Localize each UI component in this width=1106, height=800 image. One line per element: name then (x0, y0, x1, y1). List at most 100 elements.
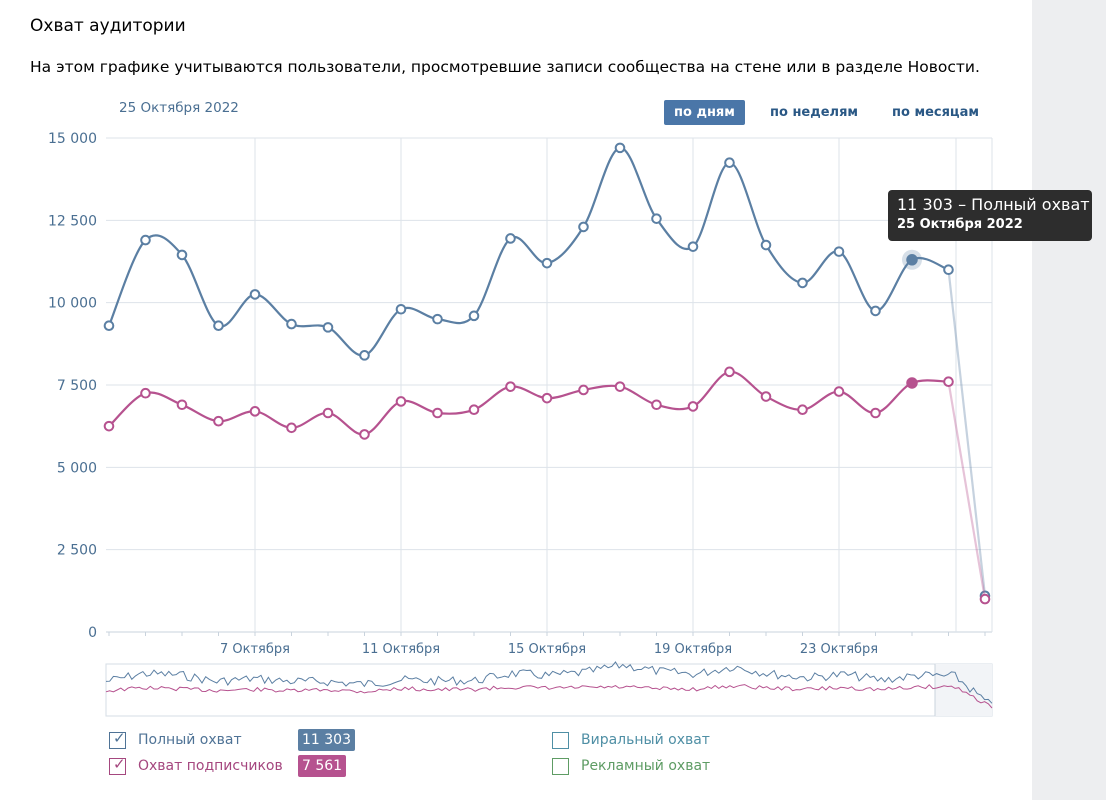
legend-subscribers-reach[interactable]: ✓ Охват подписчиков (109, 756, 283, 776)
full-reach-point (103, 320, 115, 332)
full-reach-point (395, 303, 407, 315)
subscribers-reach-point (213, 415, 224, 427)
subscribers-reach-point (797, 404, 808, 416)
period-by-days-button[interactable]: по дням (664, 100, 745, 125)
full-reach-point (833, 246, 845, 257)
full-reach-partial-segment (947, 269, 987, 596)
subscribers-reach-point (943, 376, 954, 388)
subscribers-reach-point (395, 396, 407, 407)
full-reach-highlight-point (906, 254, 918, 266)
full-reach-point (249, 289, 261, 300)
legend-viral-reach-label: Виральный охват (581, 732, 710, 748)
full-reach-point (541, 257, 553, 269)
legend-subscribers-reach-value: 7 561 (298, 755, 347, 777)
full-reach-point (578, 221, 589, 233)
legend-ad-reach-checkbox[interactable] (552, 757, 569, 775)
legend-subscribers-reach-checkbox[interactable]: ✓ (109, 754, 126, 775)
full-reach-point (286, 318, 297, 330)
subscribers-reach-partial-segment (947, 381, 987, 600)
full-reach-point (797, 277, 808, 289)
subscribers-reach-point (286, 422, 297, 434)
subscribers-reach-highlight-point (906, 377, 918, 389)
x-tick-label: 23 Октября (800, 642, 878, 657)
subscribers-reach-point (432, 407, 443, 419)
right-gutter (1032, 0, 1106, 800)
y-tick-label: 12 500 (48, 213, 97, 229)
x-tick-label: 19 Октября (654, 642, 732, 657)
x-tick-label: 11 Октября (362, 642, 440, 657)
subscribers-reach-point (724, 366, 735, 378)
chart-tooltip: 11 303 – Полный охват 25 Октября 2022 (888, 190, 1092, 241)
y-tick-label: 2 500 (57, 543, 97, 559)
tooltip-value: 11 303 – Полный охват (897, 195, 1090, 214)
legend-ad-reach-label: Рекламный охват (581, 758, 711, 774)
subscribers-reach-point (578, 384, 589, 396)
x-tick-label: 15 Октября (508, 642, 586, 657)
check-icon: ✓ (113, 728, 126, 747)
subscribers-reach-point (760, 391, 772, 402)
chart-series (103, 142, 991, 605)
full-reach-point (687, 241, 699, 252)
navigator-frame (105, 663, 993, 717)
full-reach-point (651, 213, 662, 224)
full-reach-point (760, 239, 772, 251)
full-reach-point (505, 233, 516, 244)
full-reach-point (614, 142, 626, 154)
legend-full-reach-checkbox[interactable]: ✓ (109, 728, 126, 749)
full-reach-point (943, 264, 954, 276)
navigator-full-reach-line (105, 661, 993, 704)
subscribers-reach-point (249, 406, 261, 417)
subscribers-reach-point (614, 381, 626, 392)
x-tick-label: 7 Октября (220, 642, 290, 657)
chart-axes: 0 2 500 5 000 7 500 10 000 12 500 15 000 7 Октя… (48, 131, 986, 657)
navigator-subscribers-reach-line (105, 684, 993, 709)
chart-grid (106, 137, 993, 633)
subscribers-reach-point (870, 407, 881, 419)
y-tick-label: 10 000 (48, 296, 97, 312)
legend-full-reach-value: 11 303 (298, 729, 355, 751)
subscribers-reach-line (108, 370, 949, 436)
subscribers-reach-point (140, 387, 151, 399)
full-reach-point (176, 249, 188, 261)
subscribers-reach-point (176, 399, 188, 411)
check-icon: ✓ (113, 754, 126, 773)
subscribers-reach-point (979, 593, 991, 605)
y-tick-label: 0 (88, 625, 97, 641)
subscribers-reach-point (687, 401, 699, 412)
full-reach-point (870, 305, 881, 317)
page-title: Охват аудитории (30, 16, 186, 36)
y-tick-label: 7 500 (57, 378, 97, 394)
full-reach-point (724, 157, 735, 168)
current-date: 25 Октября 2022 (119, 100, 239, 116)
legend-full-reach[interactable]: ✓ Полный охват (109, 730, 242, 750)
legend-viral-reach[interactable]: Виральный охват (552, 730, 710, 750)
full-reach-point (432, 313, 443, 325)
subscribers-reach-point (833, 386, 845, 397)
range-navigator[interactable] (105, 661, 993, 717)
y-tick-label: 15 000 (48, 131, 97, 147)
navigator-selection (935, 664, 992, 716)
subscribers-reach-point (505, 381, 516, 392)
legend-full-reach-label: Полный охват (138, 732, 242, 748)
period-by-months-button[interactable]: по месяцам (892, 105, 979, 120)
period-by-weeks-button[interactable]: по неделям (770, 105, 859, 120)
legend-viral-reach-checkbox[interactable] (552, 731, 569, 749)
full-reach-point (140, 234, 151, 246)
subscribers-reach-point (103, 420, 115, 432)
full-reach-point (359, 350, 370, 361)
y-tick-label: 5 000 (57, 460, 97, 476)
subscribers-reach-point (541, 392, 553, 404)
tooltip-date: 25 Октября 2022 (897, 217, 1023, 232)
full-reach-line (107, 146, 949, 357)
subscribers-reach-point (651, 399, 662, 411)
full-reach-point (468, 310, 480, 322)
subscribers-reach-point (359, 429, 370, 440)
chart-description: На этом графике учитываются пользователи… (30, 58, 980, 76)
legend-ad-reach[interactable]: Рекламный охват (552, 756, 710, 776)
full-reach-point (213, 320, 224, 332)
legend-subscribers-reach-label: Охват подписчиков (138, 758, 283, 774)
subscribers-reach-point (468, 404, 480, 416)
subscribers-reach-point (322, 407, 334, 419)
full-reach-point (322, 322, 334, 333)
